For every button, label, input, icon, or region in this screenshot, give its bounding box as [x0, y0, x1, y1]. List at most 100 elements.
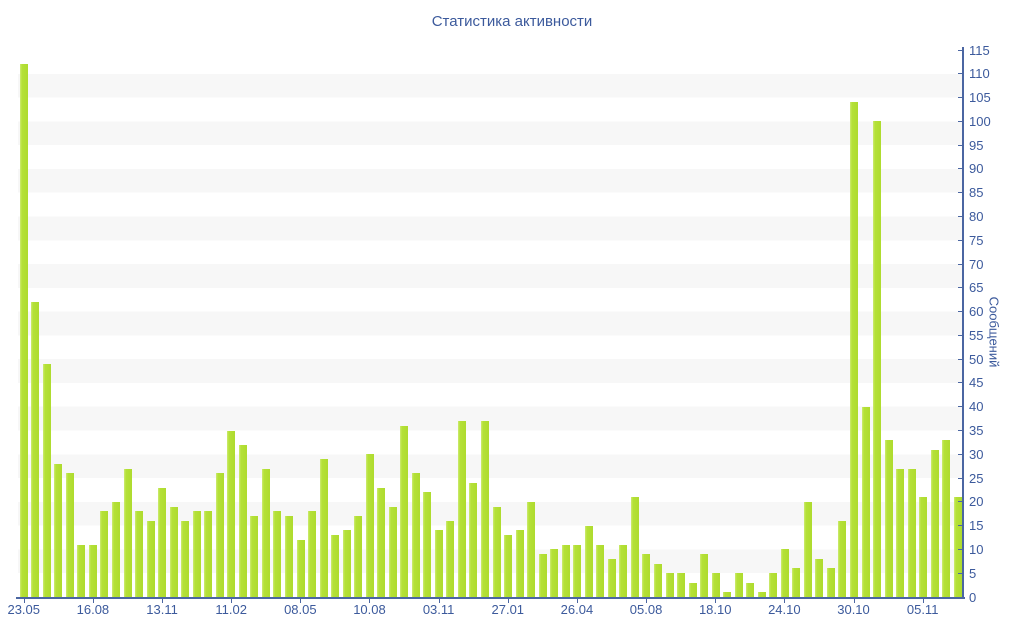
bar: [123, 468, 132, 597]
bar-slot: [456, 50, 468, 597]
bar-slot: [744, 50, 756, 597]
bar-slot: [871, 50, 883, 597]
bar-slot: [352, 50, 364, 597]
bar: [261, 468, 270, 597]
y-tick-label: 90: [969, 161, 984, 177]
y-tick-label: 25: [969, 470, 984, 486]
bar: [734, 573, 743, 597]
bar-slot: [779, 50, 791, 597]
bar: [158, 487, 167, 597]
y-tick-mark: [958, 453, 963, 455]
bar: [896, 468, 905, 597]
bar-slot: [214, 50, 226, 597]
bar-slot: [791, 50, 803, 597]
bar-slot: [560, 50, 572, 597]
y-tick-mark: [958, 144, 963, 146]
bar-slot: [883, 50, 895, 597]
y-tick-mark: [958, 334, 963, 336]
y-tick-mark: [958, 477, 963, 479]
bar-slot: [445, 50, 457, 597]
bar-slot: [329, 50, 341, 597]
x-tick-mark: [715, 599, 717, 603]
bar-slot: [422, 50, 434, 597]
bar-slot: [514, 50, 526, 597]
bar-slot: [698, 50, 710, 597]
bar-slot: [491, 50, 503, 597]
bar: [215, 473, 224, 597]
bar: [653, 563, 662, 597]
y-tick-label: 55: [969, 327, 984, 343]
bar-slot: [583, 50, 595, 597]
y-tick-label: 70: [969, 256, 984, 272]
x-tick-label: 05.08: [629, 602, 663, 617]
bar-slot: [122, 50, 134, 597]
bar: [284, 516, 293, 597]
x-tick-mark: [922, 599, 924, 603]
x-tick-mark: [507, 599, 509, 603]
bar: [146, 520, 155, 597]
bar-slot: [168, 50, 180, 597]
bar: [838, 520, 847, 597]
y-tick-mark: [958, 572, 963, 574]
bar: [331, 535, 340, 597]
bar-slot: [364, 50, 376, 597]
bar-slot: [410, 50, 422, 597]
bar-slot: [825, 50, 837, 597]
y-tick-mark: [958, 97, 963, 99]
bar-slot: [952, 50, 964, 597]
bar: [308, 511, 317, 597]
bar: [850, 102, 859, 597]
bar-slot: [548, 50, 560, 597]
x-tick-mark: [576, 599, 578, 603]
bar: [642, 554, 651, 597]
x-tick-label: 27.01: [491, 602, 525, 617]
y-tick-label: 0: [969, 589, 977, 605]
x-tick-label: 03.11: [422, 602, 455, 617]
bar-slot: [53, 50, 65, 597]
bar-slot: [721, 50, 733, 597]
bar: [319, 459, 328, 597]
bar: [112, 501, 121, 597]
bar-slot: [64, 50, 76, 597]
bar-slot: [226, 50, 238, 597]
bar-slot: [99, 50, 111, 597]
bar: [746, 582, 755, 597]
bar: [584, 525, 593, 597]
bar-slot: [341, 50, 353, 597]
y-tick-mark: [958, 548, 963, 550]
y-tick-label: 75: [969, 232, 984, 248]
bar-slot: [145, 50, 157, 597]
y-tick-mark: [958, 168, 963, 170]
bar-slot: [30, 50, 42, 597]
x-tick-label: 24.10: [768, 602, 801, 617]
y-tick-mark: [958, 263, 963, 265]
bar: [826, 568, 835, 597]
x-tick-mark: [784, 599, 786, 603]
bar-slot: [802, 50, 814, 597]
x-tick-mark: [369, 599, 371, 603]
bar: [527, 501, 536, 597]
bar: [515, 530, 524, 597]
x-tick-label: 16.08: [76, 602, 110, 617]
bar: [861, 406, 870, 597]
bar-slot: [272, 50, 284, 597]
y-tick-mark: [958, 73, 963, 75]
bar: [19, 64, 28, 597]
bar: [561, 544, 570, 597]
y-tick-mark: [958, 287, 963, 289]
bar-slot: [618, 50, 630, 597]
y-tick-label: 65: [969, 280, 984, 296]
bar-slot: [629, 50, 641, 597]
bar-slot: [110, 50, 122, 597]
y-tick-label: 110: [969, 66, 990, 82]
x-tick-mark: [646, 599, 648, 603]
bar-slot: [860, 50, 872, 597]
bar-slot: [917, 50, 929, 597]
bar-slot: [525, 50, 537, 597]
chart-title: Статистика активности: [431, 13, 593, 30]
bar-slot: [399, 50, 411, 597]
x-tick-label: 11.02: [215, 602, 247, 617]
bar: [181, 520, 190, 597]
bar-slot: [433, 50, 445, 597]
